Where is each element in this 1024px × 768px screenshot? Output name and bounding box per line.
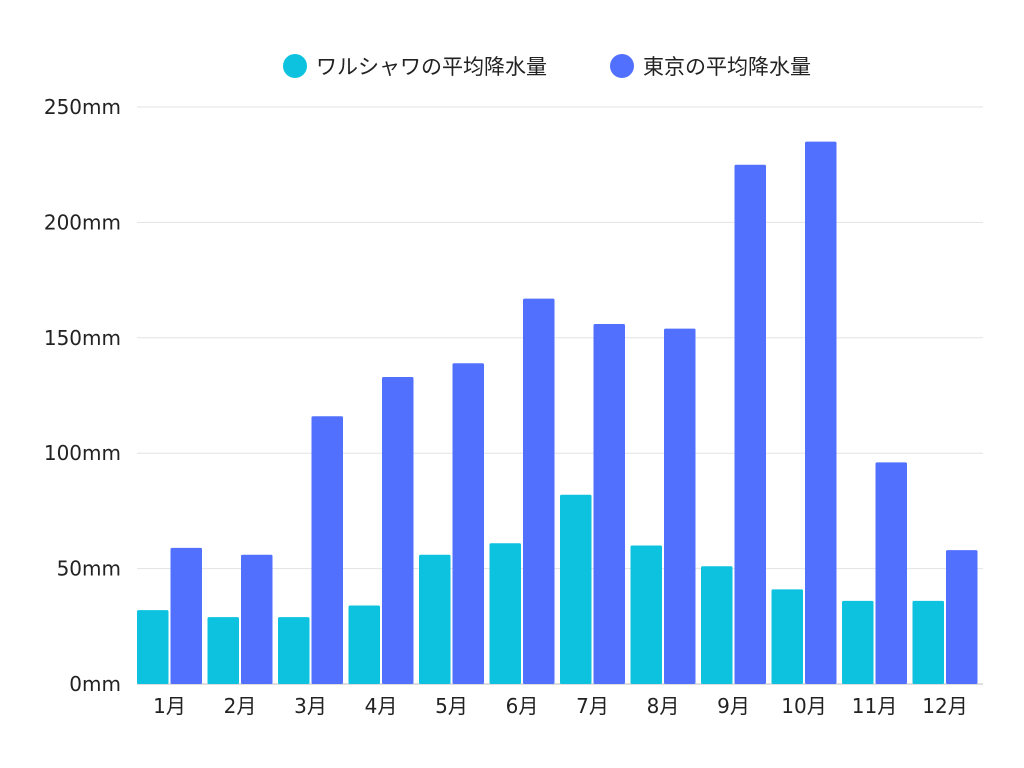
bar-warsaw[interactable] xyxy=(560,494,592,684)
x-axis: 1月 2月 3月 4月 5月 6月 7月 8月 9月 10月 11月 12月 xyxy=(153,694,968,718)
bar-tokyo[interactable] xyxy=(241,554,273,684)
x-tick-label: 8月 xyxy=(647,694,680,718)
bar-warsaw[interactable] xyxy=(701,566,733,684)
bar-warsaw[interactable] xyxy=(348,605,381,684)
x-tick-label: 5月 xyxy=(435,694,468,718)
y-tick-label: 50mm xyxy=(57,557,121,581)
bar-tokyo[interactable] xyxy=(875,462,908,684)
bar-tokyo[interactable] xyxy=(382,377,414,684)
x-tick-label: 2月 xyxy=(224,694,257,718)
bar-tokyo[interactable] xyxy=(946,550,978,684)
bar-warsaw[interactable] xyxy=(912,600,945,684)
x-tick-label: 6月 xyxy=(506,694,539,718)
x-tick-label: 12月 xyxy=(922,694,967,718)
x-tick-label: 11月 xyxy=(852,694,897,718)
x-tick-label: 9月 xyxy=(717,694,750,718)
y-tick-label: 100mm xyxy=(44,441,121,465)
bar-warsaw[interactable] xyxy=(842,600,874,684)
bar-warsaw[interactable] xyxy=(630,545,663,684)
x-tick-label: 10月 xyxy=(781,694,826,718)
legend-swatch-tokyo xyxy=(610,54,634,78)
legend-item-tokyo[interactable]: 東京の平均降水量 xyxy=(610,54,811,79)
x-tick-label: 1月 xyxy=(153,694,186,718)
legend: ワルシャワの平均降水量 東京の平均降水量 xyxy=(283,54,811,79)
y-axis: 0mm 50mm 100mm 150mm 200mm 250mm xyxy=(44,95,121,696)
y-tick-label: 250mm xyxy=(44,95,121,119)
bar-tokyo[interactable] xyxy=(664,328,696,684)
bars xyxy=(137,141,978,684)
legend-label-tokyo: 東京の平均降水量 xyxy=(643,55,811,79)
bar-tokyo[interactable] xyxy=(593,323,626,684)
bar-warsaw[interactable] xyxy=(207,617,240,684)
bar-warsaw[interactable] xyxy=(489,543,522,684)
bar-tokyo[interactable] xyxy=(805,141,837,684)
bar-warsaw[interactable] xyxy=(771,589,804,684)
x-tick-label: 3月 xyxy=(294,694,327,718)
y-tick-label: 0mm xyxy=(69,672,121,696)
legend-item-warsaw[interactable]: ワルシャワの平均降水量 xyxy=(283,54,547,79)
bar-warsaw[interactable] xyxy=(278,617,310,684)
y-tick-label: 200mm xyxy=(44,210,121,234)
x-tick-label: 4月 xyxy=(365,694,398,718)
bar-warsaw[interactable] xyxy=(137,610,169,684)
y-tick-label: 150mm xyxy=(44,326,121,350)
bar-tokyo[interactable] xyxy=(170,547,203,684)
bar-tokyo[interactable] xyxy=(311,416,344,684)
x-tick-label: 7月 xyxy=(576,694,609,718)
gridlines xyxy=(137,106,983,685)
bar-tokyo[interactable] xyxy=(734,164,767,684)
bar-tokyo[interactable] xyxy=(523,298,555,684)
legend-swatch-warsaw xyxy=(283,54,307,78)
legend-label-warsaw: ワルシャワの平均降水量 xyxy=(316,55,547,79)
bar-warsaw[interactable] xyxy=(419,554,451,684)
bar-tokyo[interactable] xyxy=(452,363,485,684)
